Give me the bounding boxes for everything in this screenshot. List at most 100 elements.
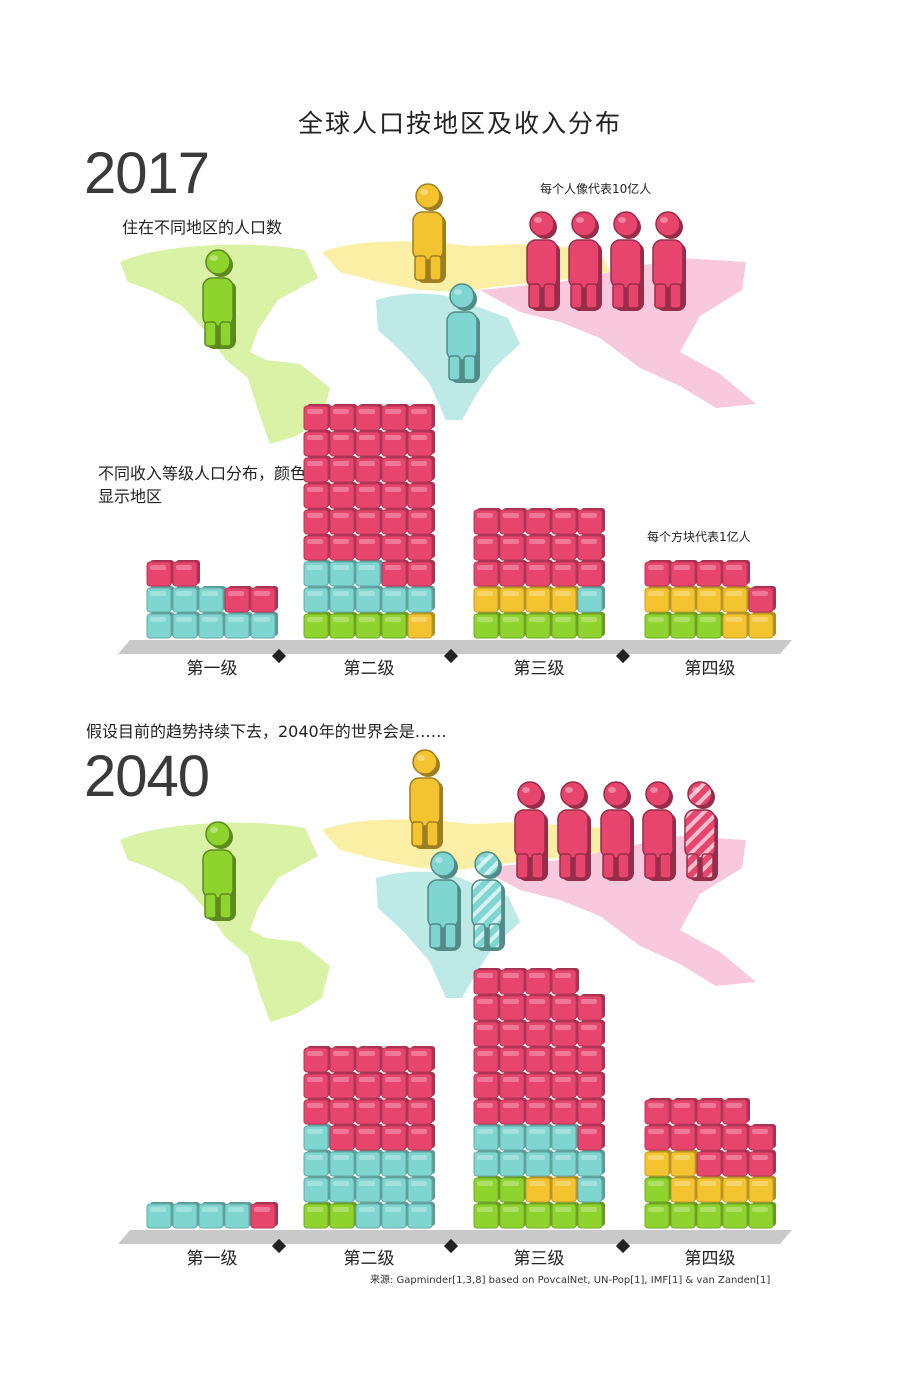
block-asia bbox=[499, 560, 527, 587]
bar-stack-2040-4 bbox=[644, 1098, 776, 1229]
separator-diamond bbox=[271, 648, 287, 664]
block-africa bbox=[525, 1124, 553, 1151]
block-europe bbox=[499, 586, 527, 613]
person-figure-americas bbox=[202, 821, 236, 921]
block-africa bbox=[224, 612, 252, 639]
block-asia bbox=[525, 1046, 553, 1073]
block-americas bbox=[303, 612, 331, 639]
block-africa bbox=[381, 1150, 409, 1177]
block-asia bbox=[355, 1098, 383, 1125]
person-figure-europe bbox=[409, 749, 443, 849]
bar-stack-2017-2 bbox=[303, 404, 435, 639]
block-europe bbox=[696, 586, 724, 613]
block-africa bbox=[499, 1150, 527, 1177]
block-asia bbox=[525, 968, 553, 995]
block-americas bbox=[670, 612, 698, 639]
person-figure-africa bbox=[427, 851, 461, 951]
block-asia bbox=[355, 1072, 383, 1099]
map-americas-2040 bbox=[120, 822, 330, 1022]
block-asia bbox=[381, 1046, 409, 1073]
block-europe bbox=[670, 1176, 698, 1203]
block-europe bbox=[525, 1176, 553, 1203]
block-africa bbox=[146, 1202, 174, 1229]
block-asia bbox=[551, 1072, 579, 1099]
block-asia bbox=[329, 508, 357, 535]
base-strip-2040 bbox=[118, 1230, 792, 1254]
block-americas bbox=[551, 1202, 579, 1229]
block-asia bbox=[577, 560, 605, 587]
block-africa bbox=[146, 586, 174, 613]
block-asia bbox=[644, 560, 672, 587]
block-asia bbox=[473, 1020, 501, 1047]
block-americas bbox=[525, 1202, 553, 1229]
block-asia bbox=[329, 534, 357, 561]
block-asia bbox=[407, 508, 435, 535]
block-europe bbox=[525, 586, 553, 613]
block-asia bbox=[407, 1046, 435, 1073]
block-asia bbox=[329, 1072, 357, 1099]
block-africa bbox=[381, 586, 409, 613]
block-africa bbox=[381, 1176, 409, 1203]
block-americas bbox=[577, 1202, 605, 1229]
block-asia bbox=[696, 560, 724, 587]
block-africa bbox=[407, 1176, 435, 1203]
block-asia bbox=[355, 430, 383, 457]
block-africa bbox=[329, 1176, 357, 1203]
block-asia bbox=[577, 1124, 605, 1151]
region-figures bbox=[202, 183, 718, 951]
block-asia bbox=[577, 1072, 605, 1099]
block-asia bbox=[499, 534, 527, 561]
block-note-2017: 每个方块代表1亿人 bbox=[647, 530, 751, 544]
scenario-text: 假设目前的趋势持续下去，2040年的世界会是…… bbox=[86, 722, 447, 741]
block-asia bbox=[551, 994, 579, 1021]
block-americas bbox=[381, 612, 409, 639]
block-asia bbox=[224, 586, 252, 613]
block-asia bbox=[551, 534, 579, 561]
block-europe bbox=[696, 1176, 724, 1203]
bar-stack-2040-2 bbox=[303, 1046, 435, 1229]
block-americas bbox=[696, 612, 724, 639]
block-asia bbox=[329, 1046, 357, 1073]
block-asia bbox=[303, 430, 331, 457]
level-label-2017-1: 第一级 bbox=[186, 659, 238, 679]
separator-diamond bbox=[443, 648, 459, 664]
block-asia bbox=[722, 560, 750, 587]
block-asia bbox=[748, 1150, 776, 1177]
figure-note-2017: 每个人像代表10亿人 bbox=[540, 182, 652, 196]
level-label-2040-1: 第一级 bbox=[186, 1249, 238, 1269]
block-asia bbox=[303, 1046, 331, 1073]
block-asia bbox=[525, 1098, 553, 1125]
person-figure-asia bbox=[652, 211, 686, 311]
block-americas bbox=[303, 1202, 331, 1229]
block-asia bbox=[473, 968, 501, 995]
person-figure-asia bbox=[568, 211, 602, 311]
block-africa bbox=[355, 1202, 383, 1229]
block-africa bbox=[499, 1124, 527, 1151]
level-label-2040-2: 第二级 bbox=[343, 1249, 395, 1269]
block-africa bbox=[329, 1150, 357, 1177]
block-europe bbox=[551, 586, 579, 613]
person-figure-africa bbox=[446, 283, 480, 383]
block-europe bbox=[551, 1176, 579, 1203]
block-asia bbox=[525, 1072, 553, 1099]
block-africa bbox=[407, 586, 435, 613]
block-asia bbox=[381, 508, 409, 535]
block-africa bbox=[355, 1176, 383, 1203]
block-europe bbox=[722, 586, 750, 613]
person-figure-asia bbox=[684, 781, 718, 881]
block-asia bbox=[473, 1098, 501, 1125]
level-label-2017-3: 第三级 bbox=[513, 659, 565, 679]
block-asia bbox=[525, 994, 553, 1021]
block-asia bbox=[355, 482, 383, 509]
income-distribution-label: 不同收入等级人口分布，颜色显示地区 bbox=[98, 464, 307, 506]
block-asia bbox=[303, 404, 331, 431]
bar-stack-2040-3 bbox=[473, 968, 605, 1229]
bar-stack-2017-3 bbox=[473, 508, 605, 639]
block-americas bbox=[551, 612, 579, 639]
level-label-2040-4: 第四级 bbox=[684, 1249, 736, 1269]
separator-diamond bbox=[271, 1238, 287, 1254]
block-asia bbox=[551, 508, 579, 535]
separator-diamond bbox=[615, 648, 631, 664]
block-africa bbox=[303, 1124, 331, 1151]
